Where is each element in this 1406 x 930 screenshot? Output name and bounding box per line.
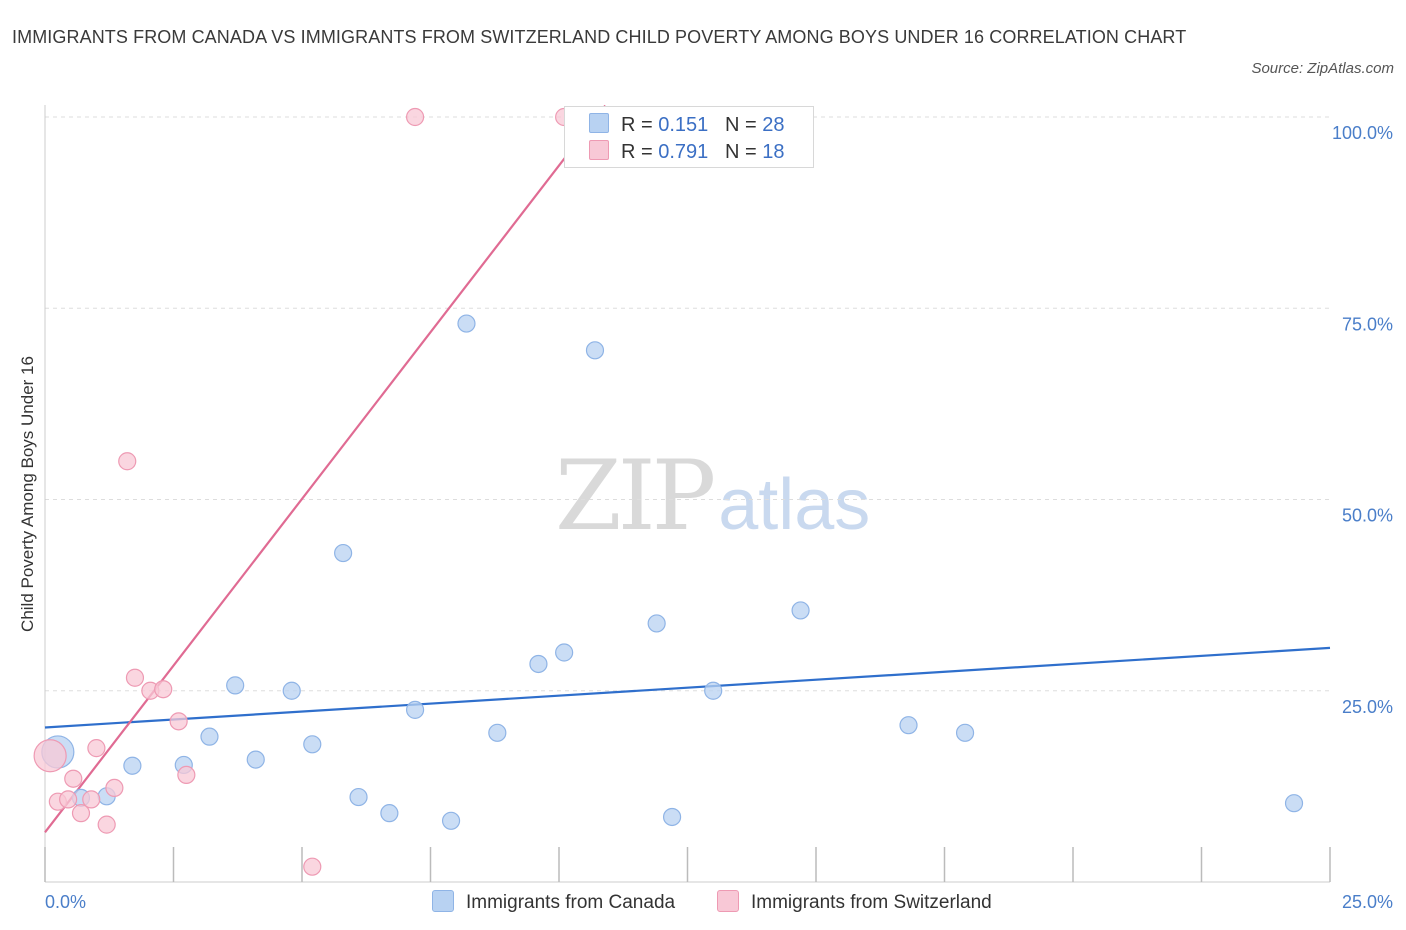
point-canada bbox=[1284, 794, 1304, 813]
legend-row-switzerland: R = 0.791 N = 18 bbox=[589, 140, 784, 166]
point-switzerland bbox=[59, 790, 78, 809]
point-canada bbox=[200, 727, 219, 746]
point-switzerland bbox=[87, 739, 106, 758]
legend-n-label: N = bbox=[724, 141, 763, 163]
data-points bbox=[33, 107, 1304, 876]
point-switzerland bbox=[303, 857, 322, 876]
series-legend-canada[interactable]: Immigrants from Canada bbox=[432, 890, 675, 914]
series-legend: Immigrants from Canada Immigrants from S… bbox=[0, 890, 1406, 916]
trend-lines bbox=[44, 104, 1331, 833]
grid-lines bbox=[45, 116, 1330, 692]
legend-n-value: 18 bbox=[762, 141, 785, 163]
point-switzerland bbox=[97, 815, 116, 834]
y-tick-label: 100.0% bbox=[1332, 123, 1393, 143]
point-canada bbox=[662, 807, 682, 827]
series-name-canada: Immigrants from Canada bbox=[466, 892, 676, 913]
trendline-canada bbox=[44, 646, 1331, 729]
point-canada bbox=[899, 716, 918, 735]
legend-swatch-canada bbox=[589, 113, 609, 133]
point-switzerland bbox=[64, 769, 83, 788]
point-canada bbox=[488, 723, 507, 742]
point-switzerland bbox=[154, 680, 173, 699]
point-canada bbox=[441, 811, 461, 830]
series-name-switzerland: Immigrants from Switzerland bbox=[751, 892, 992, 913]
point-canada bbox=[303, 735, 322, 754]
y-tick-label: 75.0% bbox=[1342, 314, 1393, 334]
point-canada bbox=[704, 681, 723, 700]
point-canada bbox=[955, 723, 975, 742]
point-switzerland bbox=[405, 107, 425, 127]
point-switzerland bbox=[82, 790, 101, 809]
point-switzerland bbox=[169, 712, 188, 731]
watermark: ZIPatlas bbox=[555, 440, 870, 552]
legend-swatch-switzerland bbox=[589, 140, 609, 160]
watermark-atlas: atlas bbox=[718, 465, 871, 545]
y-tick-label: 50.0% bbox=[1342, 506, 1393, 526]
legend-n-label: N = bbox=[724, 114, 763, 136]
point-canada bbox=[555, 643, 574, 662]
x-tick-label: 25.0% bbox=[1342, 892, 1393, 912]
legend-r-label: R = bbox=[621, 141, 659, 163]
watermark-zip: ZIP bbox=[555, 440, 716, 552]
trendline-switzerland bbox=[44, 104, 607, 833]
source-label: Source: ZipAtlas.com bbox=[1251, 60, 1394, 77]
point-canada bbox=[334, 543, 353, 563]
point-canada bbox=[282, 681, 301, 700]
legend-r-value: 0.151 bbox=[658, 114, 709, 136]
legend-r-label: R = bbox=[621, 114, 659, 136]
axes bbox=[44, 105, 1331, 883]
series-swatch-switzerland bbox=[717, 890, 739, 912]
legend-r-value: 0.791 bbox=[658, 141, 709, 163]
tick-labels: 25.0% 50.0% 75.0% 100.0% 0.0% 25.0% bbox=[45, 123, 1393, 912]
point-canada bbox=[246, 750, 265, 769]
point-canada bbox=[791, 601, 810, 620]
point-switzerland bbox=[105, 778, 124, 798]
series-swatch-canada bbox=[432, 890, 454, 912]
point-canada bbox=[529, 654, 548, 674]
point-canada bbox=[380, 804, 399, 823]
point-canada bbox=[226, 676, 245, 695]
chart-title: IMMIGRANTS FROM CANADA VS IMMIGRANTS FRO… bbox=[12, 27, 1187, 47]
point-switzerland bbox=[71, 804, 91, 823]
point-switzerland bbox=[177, 765, 196, 785]
point-canada bbox=[405, 700, 425, 719]
legend-row-canada: R = 0.151 N = 28 bbox=[589, 113, 784, 139]
correlation-legend: R = 0.151 N = 28 R = 0.791 N = 18 bbox=[564, 106, 814, 168]
point-canada bbox=[349, 787, 368, 807]
point-canada bbox=[457, 314, 476, 333]
point-switzerland bbox=[125, 668, 145, 687]
point-switzerland bbox=[33, 739, 67, 773]
x-tick-label: 0.0% bbox=[45, 892, 86, 912]
point-canada bbox=[123, 756, 142, 775]
series-legend-switzerland[interactable]: Immigrants from Switzerland bbox=[717, 890, 992, 914]
point-canada bbox=[647, 614, 666, 633]
legend-n-value: 28 bbox=[762, 114, 785, 136]
point-canada bbox=[585, 341, 605, 360]
y-tick-label: 25.0% bbox=[1342, 697, 1393, 717]
point-switzerland bbox=[118, 452, 137, 471]
